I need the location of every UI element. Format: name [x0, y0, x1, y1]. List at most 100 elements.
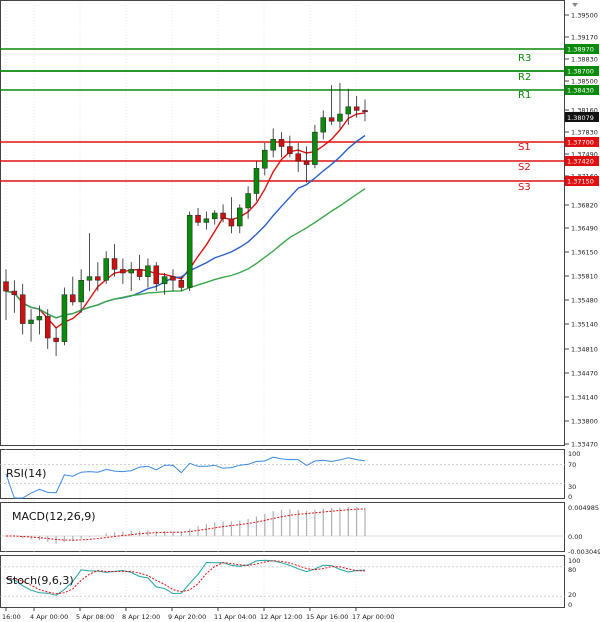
price-panel-frame: [0, 0, 565, 446]
level-label-r2: R2: [518, 72, 531, 83]
stoch-label-0: 0: [568, 601, 572, 609]
price-label: 1.39170: [571, 34, 598, 42]
price-label: 1.35480: [571, 297, 598, 305]
level-label-s2: S2: [518, 162, 531, 173]
candle-bull: [345, 106, 352, 115]
candle-bear: [120, 269, 126, 274]
candle-bull: [262, 149, 268, 169]
stoch-title: Stoch(9,6,3): [6, 574, 74, 587]
rsi-label-0: 0: [568, 493, 572, 501]
candle-bear: [303, 160, 310, 165]
candle-bear: [3, 281, 9, 292]
candle-bear: [53, 337, 59, 342]
price-label: 1.38160: [571, 107, 598, 115]
candle-bear: [278, 139, 285, 147]
candle-bull: [61, 294, 68, 342]
price-axis: 1.39500 1.39170 1.38830 1.38500 1.38160 1.378…: [565, 12, 598, 449]
candle-bear: [328, 117, 335, 122]
price-label: 1.38500: [571, 78, 598, 86]
price-label: 1.37830: [571, 129, 598, 137]
candlesticks: [3, 82, 368, 357]
time-label: 9 Apr 20:00: [168, 613, 206, 621]
candle-bull: [186, 214, 193, 288]
rsi-panel-frame: [0, 449, 565, 499]
candle-bear: [220, 212, 226, 220]
candle-bull: [237, 207, 243, 227]
macd-indicator: [0, 507, 565, 544]
level-tag-text: 1.37700: [567, 139, 594, 147]
candle-bear: [153, 265, 160, 285]
level-tag-bg: [565, 44, 599, 54]
macd-signal-line: [6, 508, 366, 541]
level-tag-bg: [565, 156, 599, 166]
price-label: 1.35140: [571, 321, 598, 329]
candle-bull: [320, 117, 327, 133]
stoch-label-100: 100: [568, 557, 580, 565]
level-tag-bg: [565, 137, 599, 147]
candle-bear: [362, 110, 368, 113]
price-label: 1.36820: [571, 202, 598, 210]
rsi-indicator: [0, 456, 565, 499]
time-label: 15 Apr 16:00: [306, 613, 348, 621]
level-label-r1: R1: [518, 90, 531, 101]
candle-bear: [295, 153, 301, 162]
time-label: 4 Apr 00:00: [30, 613, 68, 621]
level-tag-bg: [565, 176, 599, 186]
time-axis: 16:00 4 Apr 00:00 5 Apr 08:00 8 Apr 12:00 9 …: [2, 607, 394, 621]
price-label: 1.36490: [571, 225, 598, 233]
candle-bull: [245, 193, 251, 209]
menu-arrow-icon[interactable]: [572, 3, 578, 7]
rsi-line: [5, 456, 366, 499]
price-label: 1.34470: [571, 370, 598, 378]
stoch-signal-line: [5, 560, 366, 595]
candle-bear: [70, 294, 76, 303]
price-label: 1.35810: [571, 273, 598, 281]
stoch-main-line: [5, 559, 366, 596]
candle-bull: [128, 269, 134, 274]
candle-bear: [178, 279, 185, 288]
rsi-title: RSI(14): [6, 467, 46, 480]
macd-panel-frame: [0, 502, 565, 552]
grid-lines: [5, 2, 357, 607]
macd-title: MACD(12,26,9): [12, 510, 96, 523]
level-tag-bg: [565, 66, 599, 76]
candle-bear: [170, 276, 176, 281]
time-label: 11 Apr 04:00: [214, 613, 256, 621]
candle-bear: [353, 106, 360, 111]
level-label-r3: R3: [518, 53, 531, 64]
stochastic-indicator: [0, 559, 565, 597]
candle-bear: [11, 290, 18, 295]
candle-bull: [103, 258, 109, 281]
candle-bear: [95, 276, 101, 281]
candle-bull: [28, 319, 34, 324]
candle-bull: [86, 276, 93, 281]
level-tag-text: 1.38970: [567, 46, 594, 54]
rsi-label-70: 70: [568, 461, 576, 469]
level-label-s1: S1: [518, 142, 531, 153]
stoch-label-20: 20: [568, 591, 576, 599]
macd-label-zero: 0.00: [568, 533, 582, 541]
level-label-s3: S3: [518, 182, 531, 193]
candle-bull: [270, 139, 276, 151]
time-label: 16:00: [2, 613, 21, 621]
candle-bull: [337, 113, 343, 122]
level-tag-text: 1.38430: [567, 87, 594, 95]
candle-bull: [203, 218, 210, 223]
rsi-label-100: 100: [568, 450, 580, 458]
candle-bear: [44, 316, 51, 339]
level-tag-text: 1.37420: [567, 158, 594, 166]
macd-label-max: 0.004985: [568, 504, 599, 512]
candle-bull: [253, 167, 260, 194]
candle-bear: [136, 269, 143, 277]
candle-bear: [287, 146, 293, 155]
candle-bull: [145, 265, 151, 277]
stoch-panel-frame: [0, 555, 565, 608]
current-price-text: 1.38079: [567, 114, 594, 122]
price-label: 1.36150: [571, 249, 598, 257]
price-label: 1.34810: [571, 346, 598, 354]
candle-bear: [111, 258, 118, 270]
level-tag-text: 1.37150: [567, 178, 594, 186]
price-label: 1.33470: [571, 441, 598, 449]
